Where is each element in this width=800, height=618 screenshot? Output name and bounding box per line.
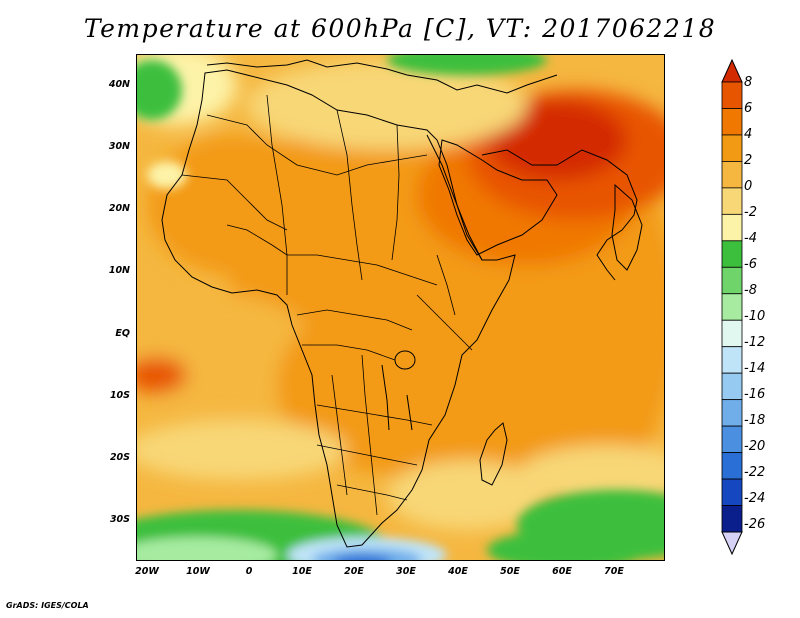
colorbar-swatch [721,161,743,189]
colorbar-label: 8 [744,75,753,90]
colorbar-swatch [721,346,743,374]
colorbar-label: -24 [744,491,766,506]
colorbar [721,58,743,556]
colorbar-swatch [721,319,743,348]
credit-text: GrADS: IGES/COLA [6,601,89,610]
colorbar-swatch [721,108,743,136]
lon-label-0: 0 [245,566,253,577]
lon-label-10e: 10E [292,566,312,577]
cold-field [137,55,664,560]
colorbar-label: 4 [744,127,753,142]
colorbar-label: 0 [744,179,753,194]
lon-label-20w: 20W [135,566,159,577]
colorbar-swatch [721,266,743,295]
lat-label-20n: 20N [108,203,130,214]
colorbar-label: -10 [744,309,766,324]
colorbar-swatch [721,187,743,215]
colorbar-label: -26 [744,517,766,532]
colorbar-label: -20 [744,439,766,454]
colorbar-label: 6 [744,101,753,116]
lat-label-30n: 30N [108,141,130,152]
colorbar-swatch [721,240,743,268]
colorbar-swatch [721,134,743,162]
lon-label-20e: 20E [344,566,364,577]
colorbar-label: -22 [744,465,766,480]
lat-label-eq: EQ [115,328,130,339]
country-borders [181,94,473,516]
lat-label-30s: 30S [109,514,130,525]
colorbar-bottom-arrow [721,531,743,556]
colorbar-label: -2 [744,205,757,220]
colorbar-label: -4 [744,231,757,246]
lat-label-10s: 10S [109,390,130,401]
colorbar-swatch [721,293,743,321]
colorbar-label: -18 [744,413,766,428]
colorbar-label: -14 [744,361,766,376]
colorbar-swatch [721,372,743,401]
lon-label-70e: 70E [604,566,624,577]
colorbar-swatch [721,478,743,506]
colorbar-swatch [721,213,743,242]
colorbar-boxes [721,81,743,533]
coastlines [161,59,643,548]
lat-label-20s: 20S [109,452,130,463]
lat-label-40n: 40N [108,79,130,90]
colorbar-label: 2 [744,153,753,168]
colorbar-label: -16 [744,387,766,402]
lon-label-40e: 40E [448,566,468,577]
colorbar-top-arrow [721,58,743,83]
colorbar-swatch [721,399,743,427]
colorbar-swatch [721,452,743,480]
lon-label-10w: 10W [186,566,210,577]
map-title: Temperature at 600hPa [C], VT: 201706221… [83,14,717,43]
lat-label-10n: 10N [108,265,130,276]
colorbar-swatch [721,81,743,109]
colorbar-label: -12 [744,335,766,350]
colorbar-swatch [721,425,743,453]
lon-label-50e: 50E [500,566,520,577]
lon-label-30e: 30E [396,566,416,577]
lon-label-60e: 60E [552,566,572,577]
colorbar-label: -8 [744,283,757,298]
temperature-map [136,54,665,561]
colorbar-label: -6 [744,257,757,272]
colorbar-swatch [721,505,743,533]
